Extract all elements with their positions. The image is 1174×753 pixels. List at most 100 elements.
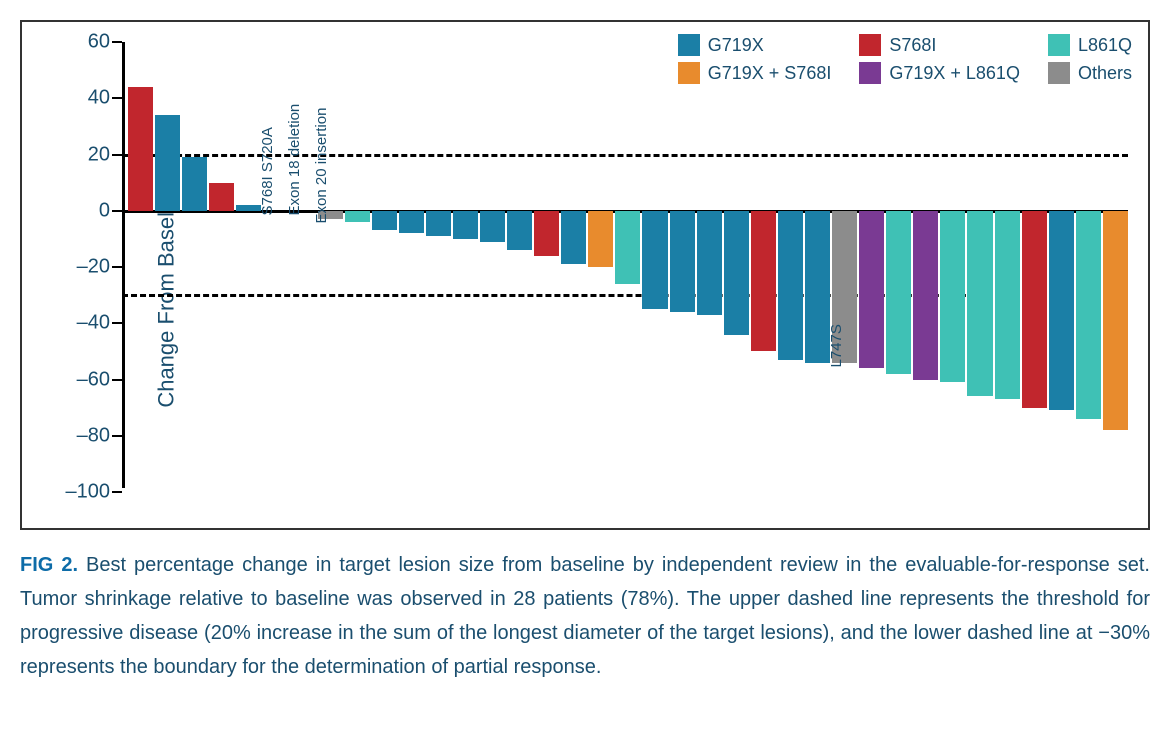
bar-annotation: S768I S720A	[259, 127, 276, 215]
waterfall-bar	[967, 211, 992, 397]
bar-slot	[724, 42, 749, 488]
bar-slot	[426, 42, 451, 488]
waterfall-bar	[128, 87, 153, 211]
waterfall-bar	[940, 211, 965, 383]
waterfall-bar	[1049, 211, 1074, 411]
waterfall-bar	[155, 115, 180, 211]
bar-slot	[751, 42, 776, 488]
bar-slot	[940, 42, 965, 488]
y-tick-label: 0	[99, 199, 110, 222]
bar-slot	[155, 42, 180, 488]
y-tick	[112, 491, 122, 493]
waterfall-bar	[1022, 211, 1047, 408]
waterfall-bar	[561, 211, 586, 264]
waterfall-bar	[670, 211, 695, 312]
legend-label: L861Q	[1078, 35, 1132, 56]
legend-item: S768I	[859, 34, 1020, 56]
bar-slot	[642, 42, 667, 488]
bar-slot	[1022, 42, 1047, 488]
bar-slot: L747S	[832, 42, 857, 488]
waterfall-bar	[697, 211, 722, 315]
waterfall-bar	[642, 211, 667, 309]
bar-annotation: Exon 20 insertion	[313, 108, 330, 224]
bar-slot: S768I S720A	[263, 42, 288, 488]
bar-slot	[399, 42, 424, 488]
bar-slot	[561, 42, 586, 488]
legend-label: G719X + S768I	[708, 63, 832, 84]
figure-container: –100–80–60–40–200204060 Change From Base…	[20, 20, 1154, 684]
waterfall-bar	[236, 205, 261, 211]
bar-slot	[670, 42, 695, 488]
waterfall-bar	[534, 211, 559, 256]
bar-slot	[128, 42, 153, 488]
waterfall-bar	[995, 211, 1020, 399]
waterfall-bar	[1103, 211, 1128, 430]
waterfall-bar	[426, 211, 451, 236]
legend-swatch	[859, 34, 881, 56]
bar-slot	[859, 42, 884, 488]
waterfall-bar	[345, 211, 370, 222]
y-tick-label: –100	[66, 481, 111, 504]
waterfall-bar	[913, 211, 938, 380]
legend-item: Others	[1048, 62, 1132, 84]
bar-slot	[805, 42, 830, 488]
legend-label: Others	[1078, 63, 1132, 84]
waterfall-bar	[859, 211, 884, 369]
y-tick-label: –20	[77, 256, 110, 279]
waterfall-bar	[453, 211, 478, 239]
bar-slot	[995, 42, 1020, 488]
bar-slot	[588, 42, 613, 488]
bar-slot: Exon 18 deletion	[290, 42, 315, 488]
bar-slot	[1076, 42, 1101, 488]
waterfall-chart: –100–80–60–40–200204060 Change From Base…	[20, 20, 1150, 530]
bar-slot	[967, 42, 992, 488]
y-tick	[112, 41, 122, 43]
waterfall-bar	[372, 211, 397, 231]
waterfall-bar	[778, 211, 803, 360]
waterfall-bar	[480, 211, 505, 242]
y-axis	[122, 42, 125, 488]
waterfall-bar	[724, 211, 749, 335]
bar-annotation: Exon 18 deletion	[286, 103, 303, 215]
bar-slot	[236, 42, 261, 488]
bar-slot	[453, 42, 478, 488]
bars-container: S768I S720AExon 18 deletionExon 20 inser…	[128, 42, 1128, 488]
bar-slot	[345, 42, 370, 488]
bar-slot	[913, 42, 938, 488]
y-tick	[112, 266, 122, 268]
bar-slot	[534, 42, 559, 488]
bar-slot	[1103, 42, 1128, 488]
y-tick-label: 40	[88, 87, 110, 110]
bar-slot	[615, 42, 640, 488]
waterfall-bar	[507, 211, 532, 250]
legend-label: S768I	[889, 35, 936, 56]
legend-swatch	[678, 62, 700, 84]
legend-label: G719X	[708, 35, 764, 56]
waterfall-bar	[886, 211, 911, 374]
legend-swatch	[1048, 62, 1070, 84]
y-tick	[112, 210, 122, 212]
legend-item: G719X + L861Q	[859, 62, 1020, 84]
waterfall-bar	[1076, 211, 1101, 419]
bar-slot	[480, 42, 505, 488]
y-tick-label: –60	[77, 368, 110, 391]
legend-item: L861Q	[1048, 34, 1132, 56]
bar-slot	[886, 42, 911, 488]
y-tick-label: –40	[77, 312, 110, 335]
figure-caption: FIG 2. Best percentage change in target …	[20, 548, 1150, 684]
legend-swatch	[859, 62, 881, 84]
waterfall-bar	[588, 211, 613, 267]
y-tick	[112, 379, 122, 381]
bar-slot	[209, 42, 234, 488]
bar-slot	[182, 42, 207, 488]
y-tick-label: –80	[77, 424, 110, 447]
figure-label: FIG 2.	[20, 554, 78, 576]
waterfall-bar	[751, 211, 776, 352]
y-tick-label: 60	[88, 31, 110, 54]
legend-swatch	[678, 34, 700, 56]
bar-slot	[372, 42, 397, 488]
figure-caption-text: Best percentage change in target lesion …	[20, 554, 1150, 678]
bar-slot: Exon 20 insertion	[318, 42, 343, 488]
waterfall-bar	[209, 183, 234, 211]
waterfall-bar	[399, 211, 424, 234]
